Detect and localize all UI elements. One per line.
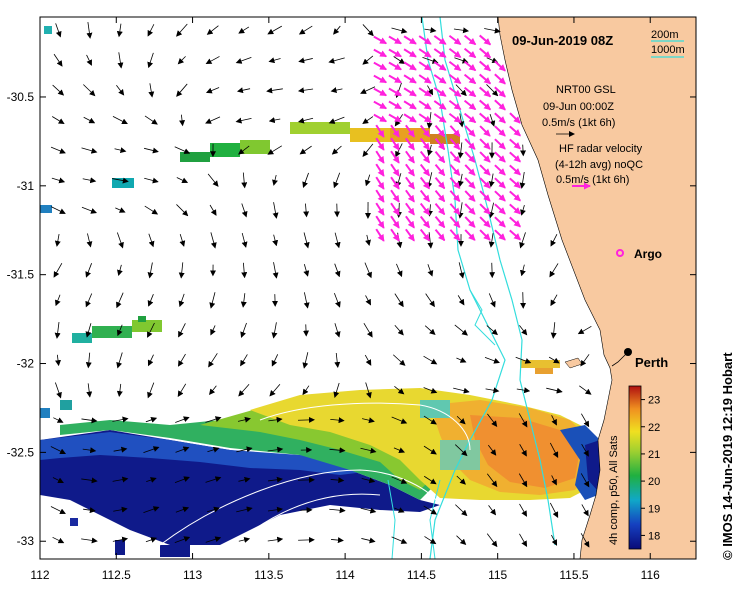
legend-model-title: NRT00 GSL (556, 84, 616, 96)
colorbar-tick-label: 23 (648, 395, 660, 407)
x-tick-label: 114 (336, 568, 355, 582)
x-tick-label: 114.5 (407, 568, 436, 582)
legend-radar-scale: 0.5m/s (1kt 6h) (556, 174, 629, 186)
city-label-perth: Perth (635, 355, 668, 370)
colorbar-ticks: 18 19 20 21 22 23 (641, 395, 660, 542)
legend-isobath-1000: 1000m (651, 44, 685, 56)
colorbar (628, 385, 642, 550)
colorbar-tick-label: 20 (648, 476, 660, 488)
legend-radar-subtitle: (4-12h avg) noQC (555, 159, 643, 171)
y-tick-label: -31 (17, 179, 35, 193)
x-tick-label: 113.5 (254, 568, 283, 582)
plot-frame (39, 16, 697, 560)
map-title: 09-Jun-2019 08Z (512, 33, 613, 48)
sst-contour (159, 469, 441, 546)
x-axis: 112 112.5 113 113.5 114 114.5 115 115.5 116 (30, 17, 660, 582)
legend-model-scale: 0.5m/s (1kt 6h) (542, 117, 615, 129)
y-tick-label: -32.5 (7, 445, 35, 459)
x-tick-label: 112.5 (102, 568, 131, 582)
legend-model-time: 09-Jun 00:00Z (543, 101, 614, 113)
colorbar-tick-label: 19 (648, 503, 660, 515)
colorbar-tick-label: 21 (648, 449, 660, 461)
x-tick-label: 113 (183, 568, 202, 582)
y-tick-label: -33 (17, 534, 35, 548)
colorbar-label: 4h comp, p50, All Sats (608, 435, 620, 545)
y-tick-label: -31.5 (7, 268, 35, 282)
legend-radar-title: HF radar velocity (559, 143, 643, 155)
y-tick-label: -32 (17, 357, 35, 371)
isobath-200m (439, 17, 556, 546)
x-tick-label: 116 (641, 568, 660, 582)
colorbar-tick-label: 18 (648, 530, 660, 542)
x-tick-label: 112 (30, 568, 49, 582)
y-tick-label: -30.5 (7, 90, 35, 104)
legend-isobath-200: 200m (651, 29, 679, 41)
x-tick-label: 115 (488, 568, 507, 582)
credit-text: © IMOS 14-Jun-2019 12:19 Hobart (720, 352, 735, 560)
argo-label: Argo (634, 247, 662, 261)
y-axis: -30.5 -31 -31.5 -32 -32.5 -33 (7, 90, 696, 548)
argo-marker (616, 249, 624, 257)
x-tick-label: 115.5 (559, 568, 588, 582)
hf-radar-arrows (373, 34, 521, 242)
model-velocity-arrows (50, 22, 592, 548)
colorbar-tick-label: 22 (648, 422, 660, 434)
